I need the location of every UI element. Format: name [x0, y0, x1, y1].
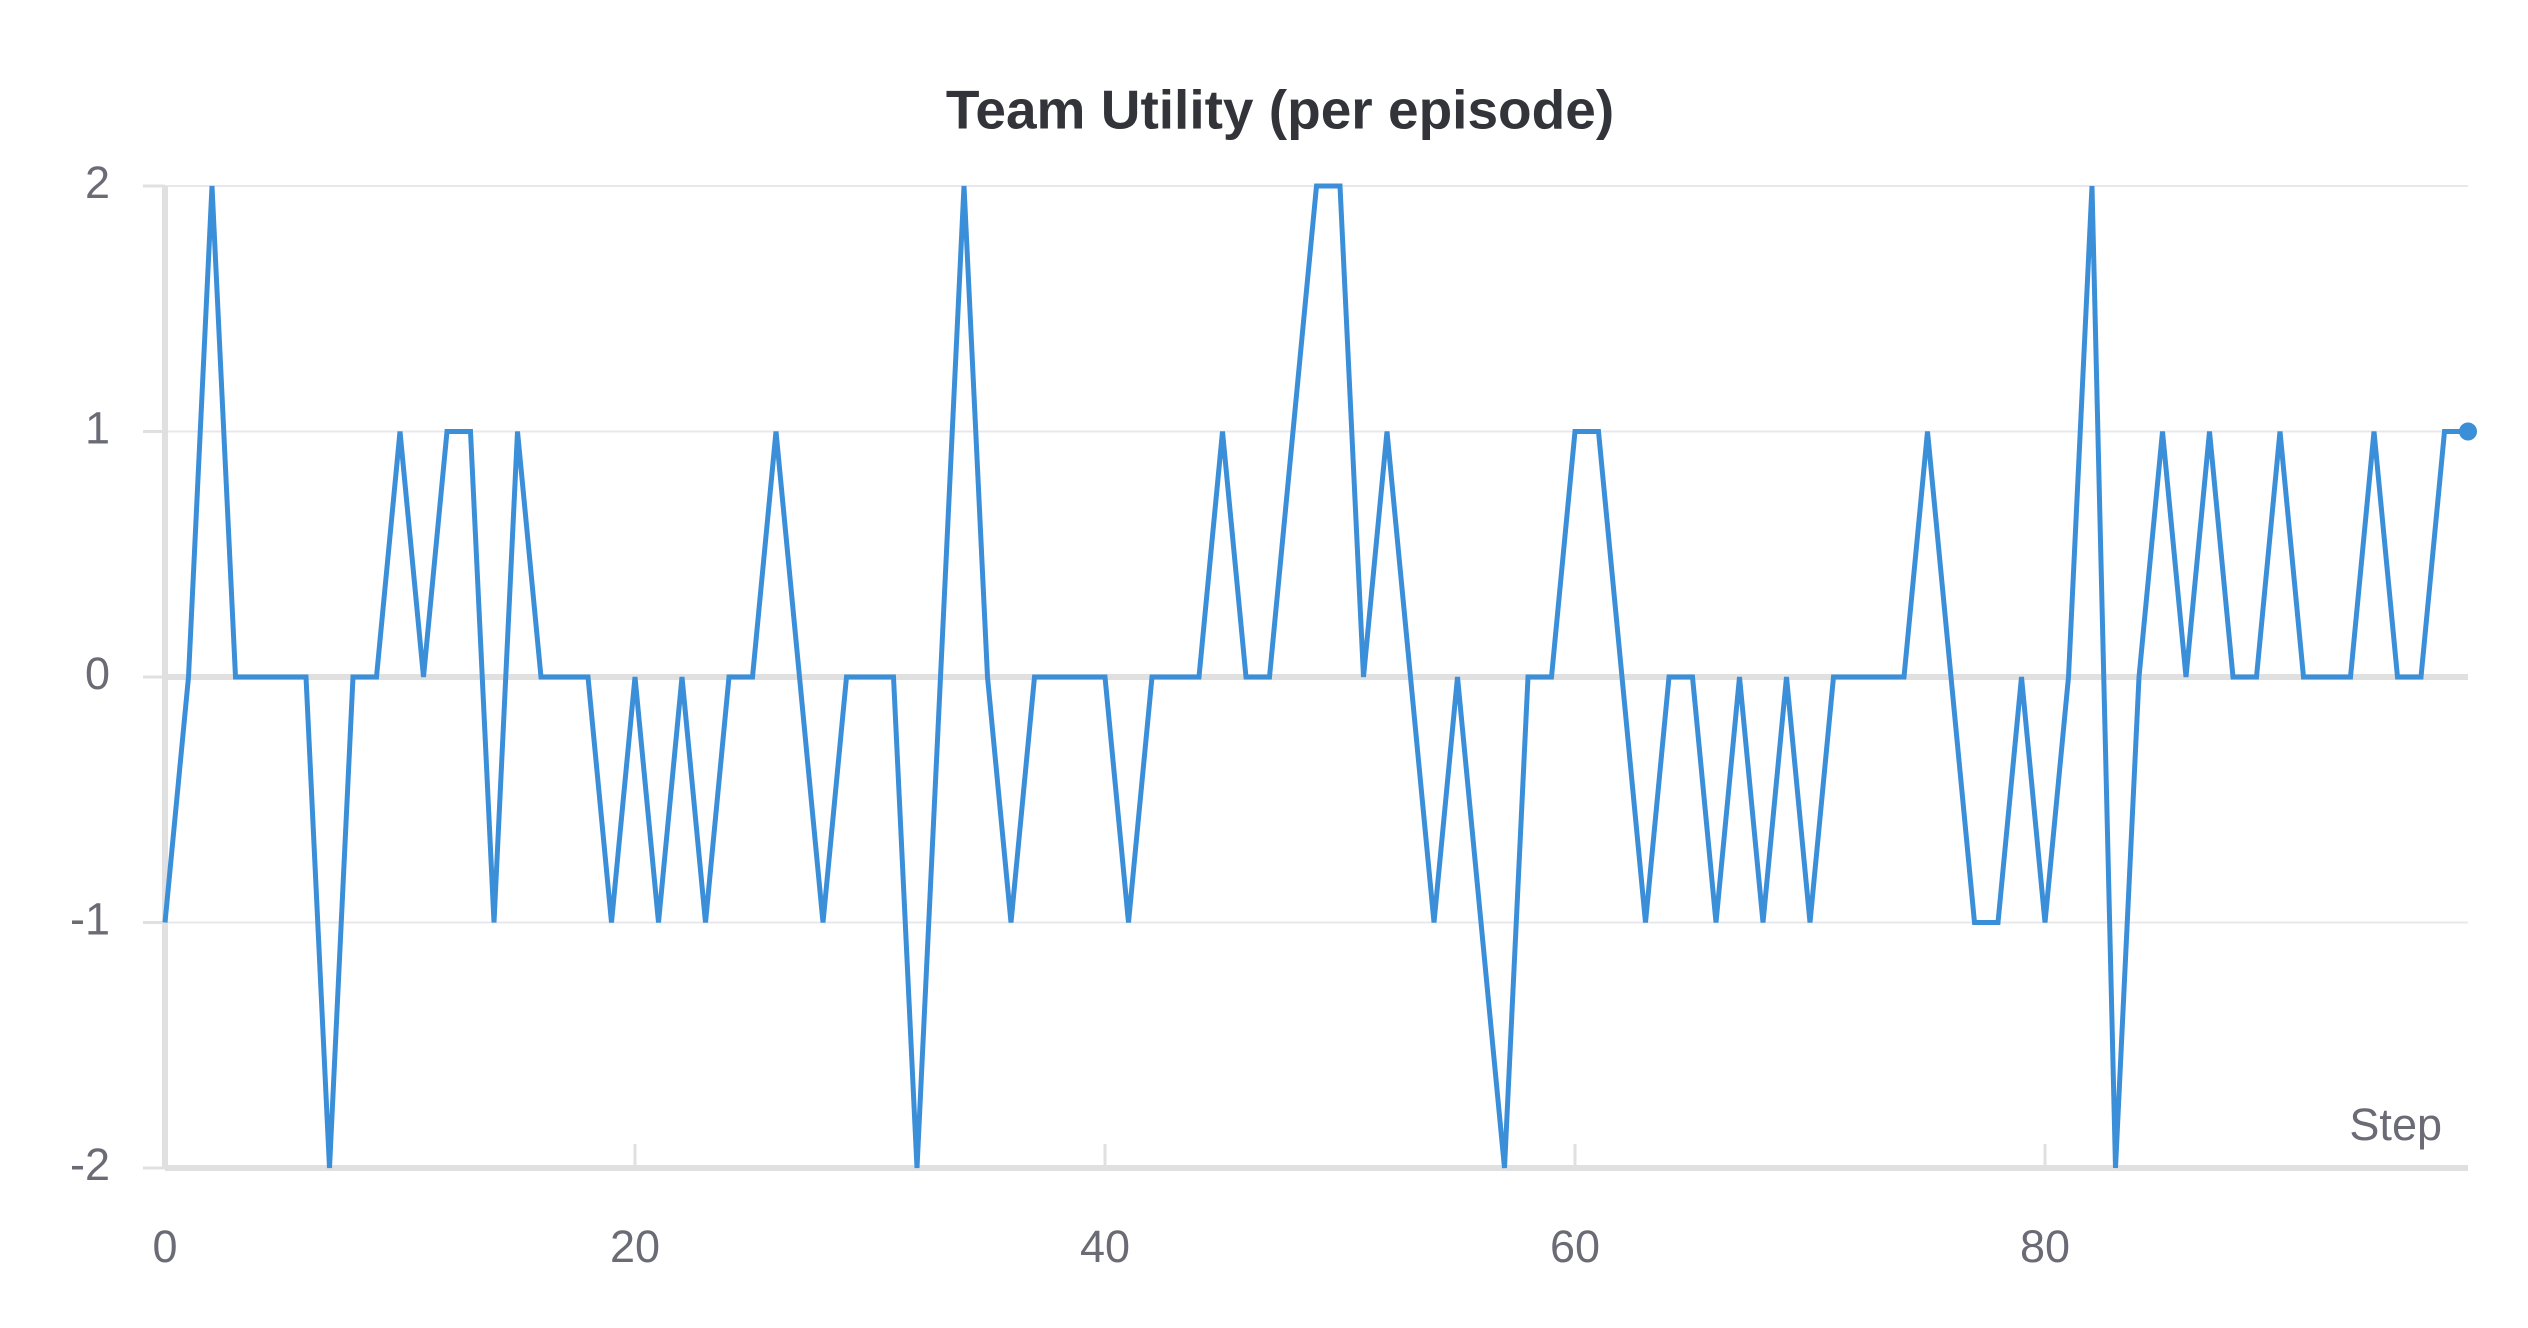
- y-tick-label: -2: [70, 1139, 110, 1190]
- y-tick-label: -1: [70, 893, 110, 944]
- x-axis-label: Step: [2349, 1099, 2442, 1150]
- x-tick-label: 60: [1550, 1221, 1600, 1272]
- chart-title: Team Utility (per episode): [946, 79, 1614, 141]
- x-tick-label: 0: [152, 1221, 177, 1272]
- y-tick-label: 0: [85, 648, 110, 699]
- x-tick-label: 80: [2020, 1221, 2070, 1272]
- y-tick-label: 2: [85, 157, 110, 208]
- x-tick-label: 40: [1080, 1221, 1130, 1272]
- last-point: [2459, 422, 2477, 441]
- x-tick-label: 20: [610, 1221, 660, 1272]
- series-line: [162, 183, 2468, 1169]
- y-tick-label: 1: [85, 402, 110, 453]
